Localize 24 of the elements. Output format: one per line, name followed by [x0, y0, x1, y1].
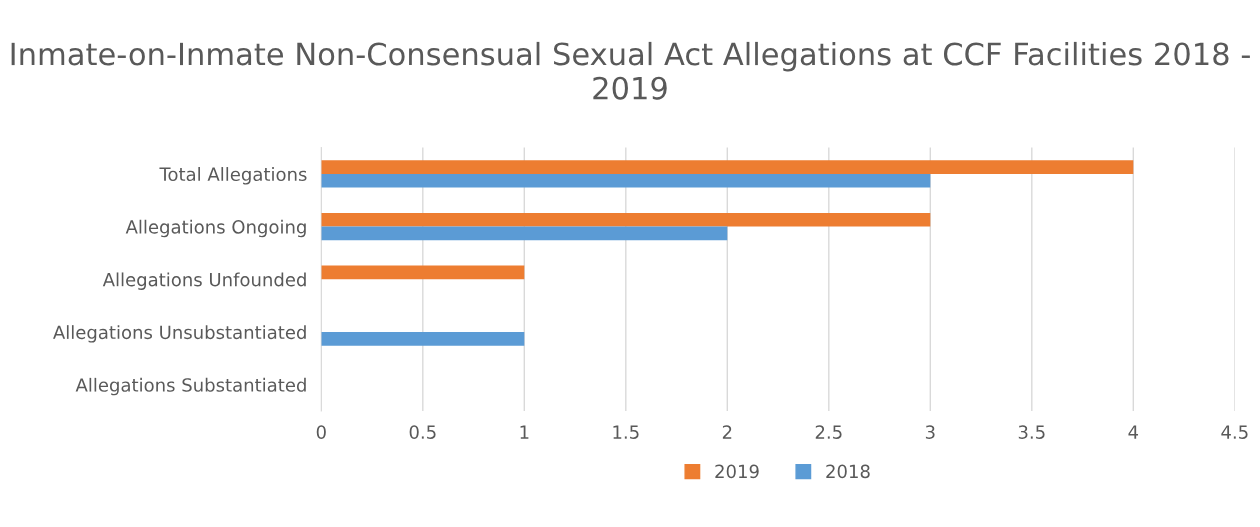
legend-label: 2019: [715, 464, 759, 479]
x-tick-label: 2: [722, 425, 732, 439]
x-tick-label: 3.5: [1018, 425, 1045, 439]
x-tick-label: 0: [316, 425, 326, 439]
y-tick-label: Allegations Unfounded: [102, 272, 306, 290]
x-tick-label: 0.5: [409, 425, 436, 439]
x-tick-label: 3: [925, 425, 935, 439]
x-tick-label: 4: [1128, 425, 1139, 439]
x-tick-label: 1: [520, 425, 529, 439]
y-tick-label: Allegations Unsubstantiated: [53, 325, 306, 343]
bar: [321, 332, 525, 346]
x-tick-label: 1.5: [613, 425, 639, 439]
bar: [321, 226, 728, 241]
legend-label: 2018: [826, 464, 870, 479]
chart-title: Inmate-on-Inmate Non-Consensual Sexual Act Allegations at CCF Facilities 2018 - 2019: [11, 41, 1250, 100]
x-tick-label: 4.5: [1221, 425, 1248, 439]
bar: [321, 212, 931, 227]
y-tick-label: Allegations Substantiated: [75, 377, 306, 396]
bar: [321, 160, 1134, 174]
y-tick-label: Allegations Ongoing: [125, 219, 306, 238]
bar: [321, 265, 525, 280]
y-tick-label: Total Allegations: [159, 167, 307, 185]
x-tick-label: 2.5: [815, 425, 842, 439]
bar: [321, 173, 931, 188]
